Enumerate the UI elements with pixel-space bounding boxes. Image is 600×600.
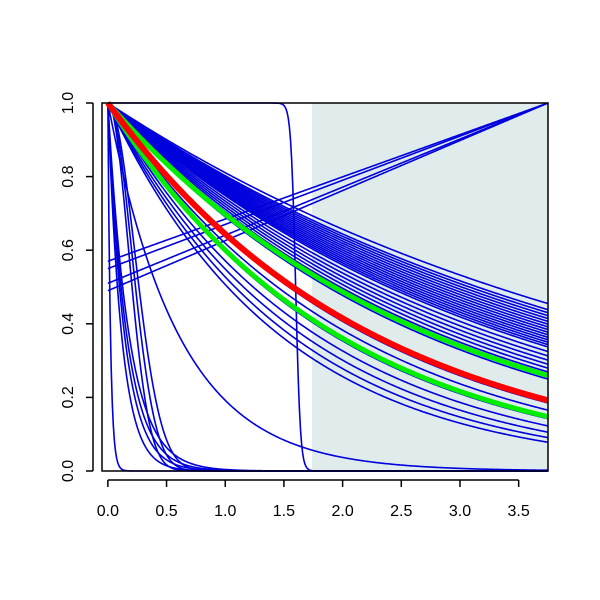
y-tick-label: 0.2	[60, 386, 77, 408]
y-tick-label: 0.6	[60, 239, 77, 261]
series-line-blue-4	[107, 102, 549, 320]
series-line-blue-20	[107, 102, 549, 369]
series-line-blue-8	[107, 102, 549, 331]
series-line-blue-27	[107, 102, 549, 433]
series-line-blue-30	[107, 102, 549, 472]
x-tick-label: 3.0	[449, 503, 471, 520]
series-line-blue-3	[107, 102, 549, 317]
series-line-blue-7	[107, 102, 549, 328]
x-tick-label: 3.5	[508, 503, 530, 520]
series-line-blue-16	[107, 102, 549, 353]
series-line-blue-26	[107, 102, 549, 427]
series-line-blue-24	[107, 102, 549, 411]
series-line-blue-41	[107, 102, 549, 285]
shaded-region	[312, 103, 548, 471]
series-line-blue-0	[107, 102, 549, 305]
x-tick-label: 0.5	[155, 503, 177, 520]
y-tick-label: 0.4	[60, 313, 77, 335]
x-tick-label: 2.5	[390, 503, 412, 520]
series-line-blue-42	[107, 102, 549, 270]
y-tick-label: 0.0	[60, 460, 77, 482]
series-line-green-44	[105, 101, 550, 379]
series-line-blue-17	[107, 102, 549, 357]
series-line-blue-43	[107, 102, 549, 262]
x-tick-label: 1.0	[214, 503, 236, 520]
series-line-red-46	[105, 101, 550, 404]
series-line-green-45	[105, 101, 550, 420]
x-tick-label: 1.5	[273, 503, 295, 520]
y-tick-label: 0.8	[60, 165, 77, 187]
series-line-blue-40	[107, 102, 549, 292]
series-line-blue-28	[107, 102, 549, 439]
x-tick-label: 0.0	[97, 503, 119, 520]
series-line-blue-2	[107, 102, 549, 314]
series-line-blue-18	[107, 102, 549, 361]
plot-frame	[101, 102, 549, 472]
series-line-blue-15	[107, 102, 549, 348]
y-tick-label: 1.0	[60, 92, 77, 114]
series-line-blue-1	[107, 102, 549, 311]
series-line-blue-5	[107, 102, 549, 323]
series-line-blue-29	[107, 102, 549, 444]
series-line-blue-6	[107, 102, 549, 325]
series-line-blue-19	[107, 102, 549, 366]
x-tick-label: 2.0	[331, 503, 353, 520]
